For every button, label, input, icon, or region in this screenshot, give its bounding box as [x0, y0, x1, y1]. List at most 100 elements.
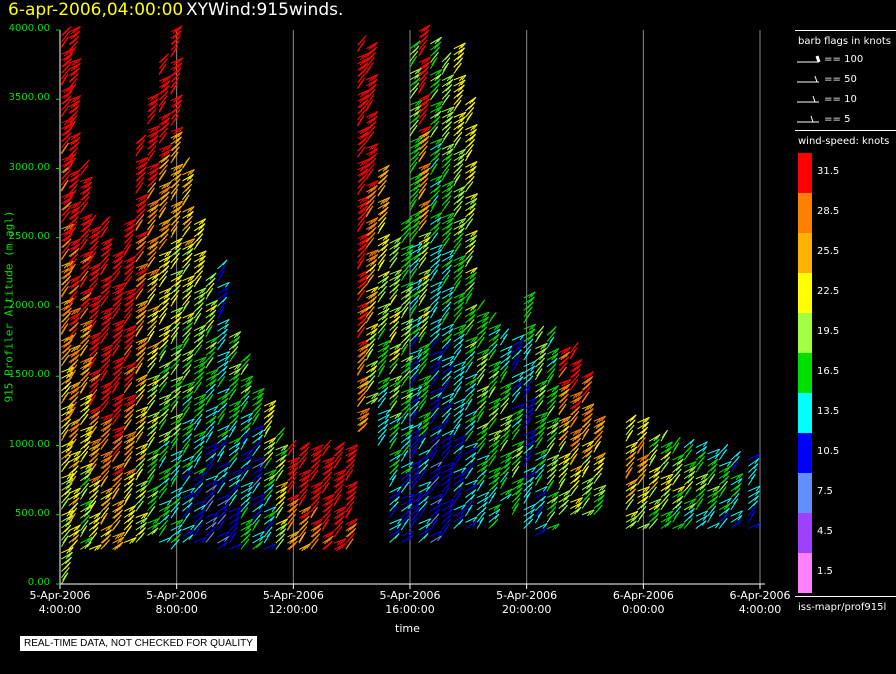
wind-barb-flag	[189, 492, 195, 499]
wind-barb-flag	[107, 529, 113, 535]
wind-barb-flag	[89, 393, 94, 400]
wind-barb-flag	[160, 120, 166, 127]
wind-barb-flag	[175, 313, 180, 319]
wind-barb-flag	[176, 316, 182, 323]
wind-barb-flag	[154, 416, 160, 423]
wind-barb-flag	[126, 221, 132, 227]
wind-barb-flag	[96, 369, 102, 375]
wind-barb-flag	[104, 461, 110, 468]
wind-barb-flag	[143, 512, 149, 519]
wind-barb-flag	[174, 175, 180, 181]
wind-barb-flag	[69, 400, 75, 407]
wind-barb-flag	[116, 469, 122, 475]
wind-barb-flag	[188, 285, 194, 291]
wind-barb-flag	[117, 403, 123, 410]
wind-barb-flag	[102, 314, 108, 321]
wind-barb-flag	[61, 110, 67, 116]
wind-barb-flag	[152, 94, 158, 101]
wind-barb-flag	[63, 305, 69, 312]
wind-barb-flag	[173, 535, 179, 542]
wind-barb-flag	[189, 455, 195, 462]
wind-barb-flag	[173, 286, 179, 293]
wind-barb-flag	[80, 381, 86, 387]
wind-barb-flag	[70, 214, 76, 221]
wind-barb-flag	[187, 350, 192, 357]
wind-barb-flag	[154, 236, 160, 243]
wind-barb-flag	[84, 474, 89, 481]
wind-barb-flag	[187, 382, 193, 389]
wind-barb-flag	[221, 333, 227, 340]
wind-barb-flag	[104, 249, 110, 256]
wind-barb-flag	[173, 392, 179, 399]
wind-barb-flag	[114, 544, 119, 551]
wind-barb-flag	[201, 536, 207, 543]
wind-barb-flag	[137, 207, 142, 213]
wind-barb-flag	[137, 164, 143, 171]
wind-barb	[123, 537, 137, 543]
wind-barb-flag	[96, 336, 101, 343]
wind-barb-flag	[73, 345, 79, 352]
wind-barb-flag	[63, 457, 69, 464]
wind-barb-flag	[104, 387, 110, 394]
wind-barb-flag	[153, 241, 159, 247]
wind-barb-flag	[299, 525, 305, 531]
wind-barb-flag	[160, 315, 165, 322]
wind-barb-flag	[176, 247, 182, 254]
wind-barb-flag	[149, 238, 155, 245]
wind-barb-flag	[159, 131, 165, 138]
wind-barb	[182, 529, 195, 537]
wind-barb-flag	[175, 239, 181, 245]
wind-barb	[123, 509, 136, 518]
wind-barb	[182, 460, 194, 469]
wind-barb-flag	[155, 517, 160, 524]
wind-barb-flag	[178, 519, 184, 525]
wind-barb-flag	[136, 356, 142, 362]
wind-barb-flag	[124, 243, 129, 250]
wind-barb-flag	[68, 368, 74, 375]
wind-barb-flag	[91, 492, 97, 498]
wind-barb	[80, 467, 92, 476]
wind-barb-flag	[72, 37, 77, 44]
wind-barb-flag	[150, 104, 156, 111]
wind-barb-flag	[139, 168, 145, 175]
wind-barb-flag	[102, 509, 108, 516]
wind-barb	[68, 492, 81, 500]
wind-barb-flag	[61, 253, 66, 260]
wind-barb-flag	[140, 343, 145, 350]
wind-barb-flag	[82, 359, 88, 365]
wind-barb	[61, 403, 74, 410]
wind-barb-flag	[170, 82, 176, 88]
wind-barb-flag	[114, 252, 120, 259]
wind-barb-flag	[73, 488, 79, 495]
wind-barb-flag	[210, 526, 216, 533]
wind-barb-flag	[221, 370, 227, 377]
wind-barb-flag	[85, 395, 90, 401]
wind-barb-flag	[68, 406, 74, 412]
wind-barb-flag	[114, 401, 119, 408]
wind-barb-flag	[74, 497, 80, 504]
wind-barb-flag	[101, 437, 106, 444]
wind-barb-flag	[256, 514, 262, 520]
wind-barb-flag	[125, 269, 131, 275]
wind-barb-flag	[117, 538, 122, 544]
wind-barb-flag	[138, 529, 144, 535]
wind-barb	[147, 310, 159, 318]
wind-barb-flag	[166, 292, 171, 299]
wind-barb-flag	[142, 342, 148, 348]
wind-barb-flag	[126, 258, 132, 264]
wind-barb-flag	[85, 297, 91, 304]
wind-barb-flag	[152, 131, 157, 138]
wind-barb-flag	[126, 290, 132, 296]
wind-barb-flag	[151, 274, 157, 281]
wind-barb-flag	[82, 295, 87, 302]
wind-barb-flag	[413, 337, 419, 343]
wind-barb-flag	[139, 237, 145, 244]
wind-barb-flag	[95, 480, 101, 486]
wind-barb-flag	[189, 243, 195, 249]
wind-barb-flag	[390, 296, 396, 303]
wind-barb-flag	[356, 225, 362, 232]
wind-barb-flag	[64, 383, 70, 390]
wind-barb-flag	[102, 352, 108, 358]
wind-barb-flag	[70, 352, 76, 358]
wind-barb-flag	[176, 422, 182, 429]
